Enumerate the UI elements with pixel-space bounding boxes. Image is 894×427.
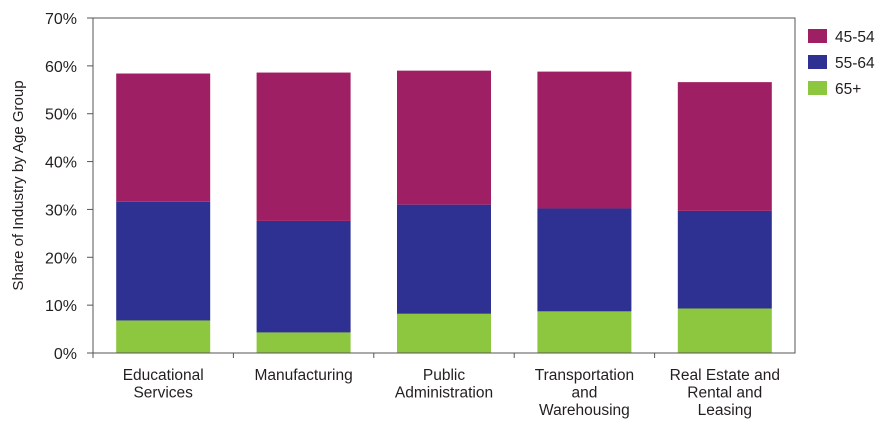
y-tick-label: 70% (45, 11, 77, 28)
x-category-label-line: Leasing (698, 402, 752, 419)
bar-segment-65- (537, 311, 632, 353)
bar-segment-45-54 (116, 73, 211, 202)
bar-segment-55-64 (537, 208, 632, 312)
x-category-label-line: Warehousing (539, 402, 630, 419)
legend-label: 45-54 (835, 29, 875, 46)
x-category-label: Transportation and Warehousing (535, 367, 634, 419)
bar-segment-65- (397, 313, 491, 353)
x-category-label-line: Public (423, 367, 465, 384)
y-tick-label: 40% (45, 155, 77, 172)
y-tick-label: 20% (45, 250, 77, 267)
legend-swatch (808, 55, 827, 69)
y-tick-label: 60% (45, 59, 77, 76)
x-category-label-line: Real Estate and (670, 367, 780, 384)
bar-segment-55-64 (397, 204, 491, 314)
legend: 45-54 55-64 65+ (808, 29, 875, 98)
x-category-label: Educational Services (123, 367, 204, 402)
legend-swatch (808, 81, 827, 95)
plot-frame (92, 17, 796, 354)
bar-segment-55-64 (116, 201, 211, 321)
y-axis-title: Share of Industry by Age Group (10, 80, 27, 290)
x-category-label-line: Administration (395, 385, 493, 402)
plot-area (116, 70, 772, 353)
x-category-label-line: and (571, 385, 597, 402)
bar-segment-45-54 (537, 71, 632, 209)
y-tick-label: 30% (45, 202, 77, 219)
y-tick-label: 0% (54, 346, 77, 363)
x-category-label: Public Administration (395, 367, 493, 402)
x-category-label: Manufacturing (254, 367, 352, 384)
x-category-label-line: Manufacturing (254, 367, 352, 384)
bar-segment-65- (677, 308, 772, 353)
bar-segment-45-54 (677, 82, 772, 211)
bar-segment-55-64 (677, 210, 772, 309)
bar-segment-45-54 (256, 72, 351, 221)
legend-swatch (808, 29, 827, 43)
x-category-label: Real Estate and Rental and Leasing (670, 367, 780, 419)
x-category-label-line: Educational (123, 367, 204, 384)
legend-label: 55-64 (835, 55, 875, 72)
bar-segment-45-54 (397, 70, 491, 205)
legend-label: 65+ (835, 81, 861, 98)
axes: 0% 10% 20% 30% 40% 50% 60% 70% Share of Industry… (10, 11, 796, 419)
x-category-label-line: Services (133, 385, 193, 402)
bar-segment-65- (116, 320, 211, 353)
y-tick-label: 50% (45, 107, 77, 124)
bar-segment-65- (256, 332, 351, 353)
y-tick-label: 10% (45, 298, 77, 315)
x-category-label-line: Rental and (687, 385, 762, 402)
x-category-label-line: Transportation (535, 367, 634, 384)
bar-segment-55-64 (256, 220, 351, 333)
